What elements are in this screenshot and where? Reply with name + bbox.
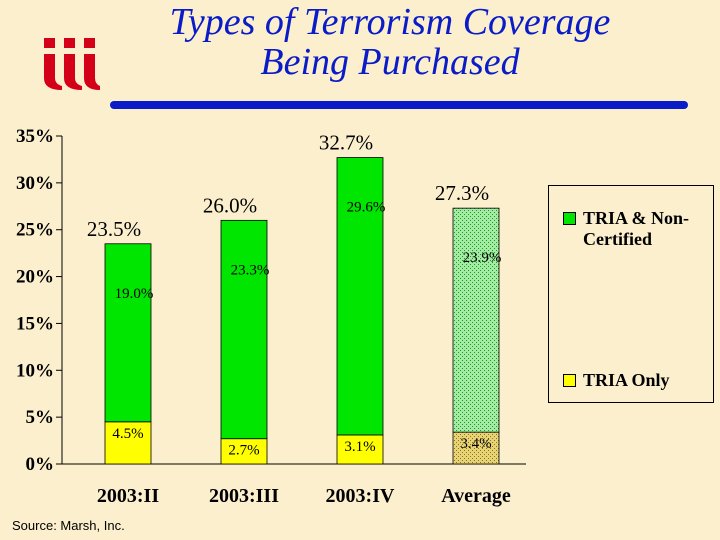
bar-non-certified <box>220 219 268 440</box>
legend-label: TRIA & Non-Certified <box>583 208 690 249</box>
bar-non-certified <box>452 207 500 433</box>
x-category-label: 2003:III <box>209 485 279 507</box>
legend-item-non-certified: TRIA & Non-Certified <box>563 208 708 250</box>
iii-logo-icon <box>44 38 100 90</box>
bar-non-certified <box>336 157 384 436</box>
segment-data-label: 3.1% <box>344 439 375 455</box>
y-tick-label: 5% <box>26 407 55 428</box>
stacked-bar-chart: 0% 5% 10% 15% 20% 25% 30% 35% 2003:II 23.5% 19.0%… <box>16 126 526 507</box>
title-underline <box>110 101 688 109</box>
total-data-label: 27.3% <box>435 181 489 205</box>
y-tick-label: 15% <box>16 313 54 334</box>
y-tick-label: 0% <box>26 454 55 475</box>
bar-tria-only <box>220 438 268 465</box>
segment-data-label: 3.4% <box>460 436 491 452</box>
legend-label: TRIA Only <box>583 370 670 390</box>
x-category-label: Average <box>441 485 511 507</box>
legend-swatch-green <box>563 212 576 225</box>
bar-tria-only <box>104 421 152 465</box>
segment-data-label: 23.3% <box>231 262 270 278</box>
title-line-2: Being Purchased <box>260 41 520 83</box>
y-tick-label: 25% <box>16 220 54 241</box>
title-line-1: Types of Terrorism Coverage <box>169 1 611 43</box>
y-tick-label: 35% <box>16 126 54 147</box>
bar-tria-only <box>452 431 500 465</box>
segment-data-label: 23.9% <box>463 250 502 266</box>
segment-data-label: 19.0% <box>115 286 154 302</box>
x-category-label: 2003:II <box>97 485 159 507</box>
legend-item-tria-only: TRIA Only <box>563 370 708 391</box>
chart-title: Types of Terrorism Coverage Being Purcha… <box>110 2 670 82</box>
total-data-label: 26.0% <box>203 193 257 217</box>
x-category-label: 2003:IV <box>326 485 395 507</box>
y-tick-label: 10% <box>16 360 54 381</box>
bar-non-certified <box>104 243 152 423</box>
source-note: Source: Marsh, Inc. <box>12 518 125 533</box>
total-data-label: 23.5% <box>87 217 141 241</box>
legend-swatch-yellow <box>563 374 576 387</box>
segment-data-label: 2.7% <box>228 443 259 459</box>
segment-data-label: 29.6% <box>347 200 386 216</box>
y-tick-label: 20% <box>16 267 54 288</box>
y-tick-label: 30% <box>16 173 54 194</box>
segment-data-label: 4.5% <box>112 426 143 442</box>
total-data-label: 32.7% <box>319 131 373 155</box>
legend: TRIA & Non-Certified TRIA Only <box>548 185 714 403</box>
